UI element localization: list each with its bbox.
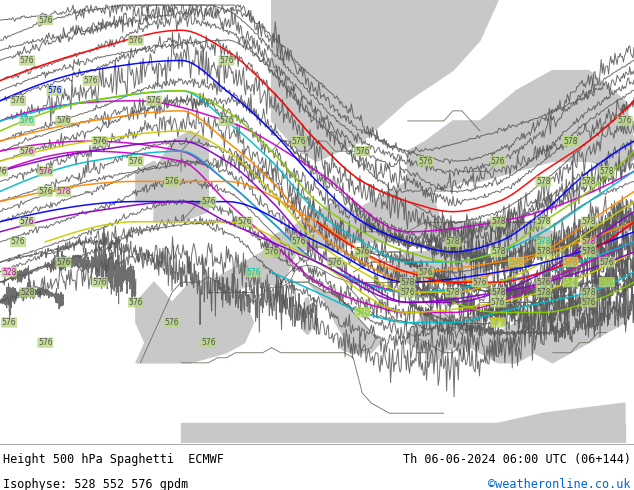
Polygon shape (462, 302, 625, 363)
Text: 576: 576 (47, 86, 61, 95)
Text: 576: 576 (11, 96, 25, 105)
Text: 528: 528 (2, 268, 16, 277)
Polygon shape (281, 201, 372, 252)
Text: 576: 576 (563, 137, 578, 146)
Polygon shape (408, 121, 498, 192)
Polygon shape (302, 311, 313, 335)
Text: 576: 576 (38, 187, 53, 196)
Text: 578: 578 (581, 177, 596, 186)
Text: 576: 576 (93, 278, 107, 287)
Polygon shape (136, 161, 172, 201)
Text: 578: 578 (56, 187, 70, 196)
Polygon shape (290, 282, 380, 353)
Text: 576: 576 (246, 268, 261, 277)
Text: 576: 576 (600, 258, 614, 267)
Polygon shape (181, 423, 625, 443)
Polygon shape (425, 343, 444, 363)
Polygon shape (181, 403, 625, 443)
Text: 576: 576 (20, 217, 34, 226)
Polygon shape (444, 71, 634, 181)
Text: 578: 578 (536, 217, 551, 226)
Polygon shape (425, 221, 571, 252)
Text: 576: 576 (600, 278, 614, 287)
Text: 578: 578 (491, 288, 505, 297)
Text: 576: 576 (491, 318, 505, 327)
Text: Height 500 hPa Spaghetti  ECMWF: Height 500 hPa Spaghetti ECMWF (3, 453, 224, 466)
Text: 576: 576 (418, 157, 433, 166)
Text: 576: 576 (581, 298, 596, 307)
Text: 578: 578 (446, 288, 460, 297)
Polygon shape (272, 0, 498, 161)
Text: 578: 578 (400, 278, 415, 287)
Text: 576: 576 (0, 167, 8, 176)
Polygon shape (353, 181, 444, 242)
Text: Isophyse: 528 552 576 gpdm: Isophyse: 528 552 576 gpdm (3, 478, 188, 490)
Text: 578: 578 (581, 217, 596, 226)
Text: 576: 576 (355, 308, 370, 317)
Polygon shape (154, 131, 209, 221)
Text: 578: 578 (581, 247, 596, 256)
Text: 528: 528 (20, 288, 34, 297)
Polygon shape (209, 232, 299, 292)
Text: 578: 578 (564, 137, 578, 146)
Polygon shape (408, 313, 462, 353)
Polygon shape (340, 338, 367, 353)
Text: 576: 576 (201, 197, 216, 206)
Text: 576: 576 (292, 137, 306, 146)
Text: 578: 578 (446, 237, 460, 246)
Text: 576: 576 (20, 56, 34, 65)
Text: 578: 578 (491, 217, 505, 226)
Text: 576: 576 (618, 117, 632, 125)
Text: ©weatheronline.co.uk: ©weatheronline.co.uk (488, 478, 631, 490)
Text: 576: 576 (146, 96, 161, 105)
Text: 576: 576 (38, 338, 53, 347)
Text: 578: 578 (491, 247, 505, 256)
Text: 576: 576 (355, 147, 370, 156)
Text: 576: 576 (129, 157, 143, 166)
Text: 576: 576 (165, 177, 179, 186)
Text: 578: 578 (581, 237, 596, 246)
Text: 576: 576 (328, 258, 342, 267)
Text: 576: 576 (473, 278, 488, 287)
Text: 576: 576 (237, 217, 252, 226)
Text: 576: 576 (129, 298, 143, 307)
Text: 576: 576 (536, 278, 551, 287)
Text: 576: 576 (56, 258, 71, 267)
Text: 576: 576 (165, 318, 179, 327)
Polygon shape (389, 242, 489, 282)
Text: 576: 576 (11, 237, 25, 246)
Text: 576: 576 (38, 167, 53, 176)
Text: 576: 576 (201, 338, 216, 347)
Polygon shape (304, 297, 310, 309)
Text: 576: 576 (83, 76, 98, 85)
Text: 578: 578 (536, 237, 551, 246)
Text: 576: 576 (491, 298, 505, 307)
Text: 578: 578 (509, 258, 524, 267)
Polygon shape (136, 282, 254, 363)
Text: 576: 576 (93, 137, 107, 146)
Text: 576: 576 (355, 247, 370, 256)
Text: 576: 576 (38, 16, 53, 24)
Text: Th 06-06-2024 06:00 UTC (06+144): Th 06-06-2024 06:00 UTC (06+144) (403, 453, 631, 466)
Text: 578: 578 (536, 288, 551, 297)
Text: 576: 576 (400, 288, 415, 297)
Text: 576: 576 (264, 247, 279, 256)
Text: 578: 578 (581, 288, 596, 297)
Text: 578: 578 (536, 247, 551, 256)
Text: 576: 576 (20, 117, 34, 125)
Text: 578: 578 (600, 167, 614, 176)
Text: 576: 576 (292, 237, 306, 246)
Text: 576: 576 (219, 117, 234, 125)
Text: 576: 576 (20, 147, 34, 156)
Text: 576: 576 (219, 56, 234, 65)
Text: 578: 578 (564, 258, 578, 267)
Text: 576: 576 (491, 157, 505, 166)
Text: 576: 576 (56, 117, 71, 125)
Text: 578: 578 (536, 177, 551, 186)
Text: 576: 576 (2, 318, 16, 327)
Text: 576: 576 (129, 36, 143, 45)
Text: 574: 574 (563, 278, 578, 287)
Text: 576: 576 (418, 268, 433, 277)
